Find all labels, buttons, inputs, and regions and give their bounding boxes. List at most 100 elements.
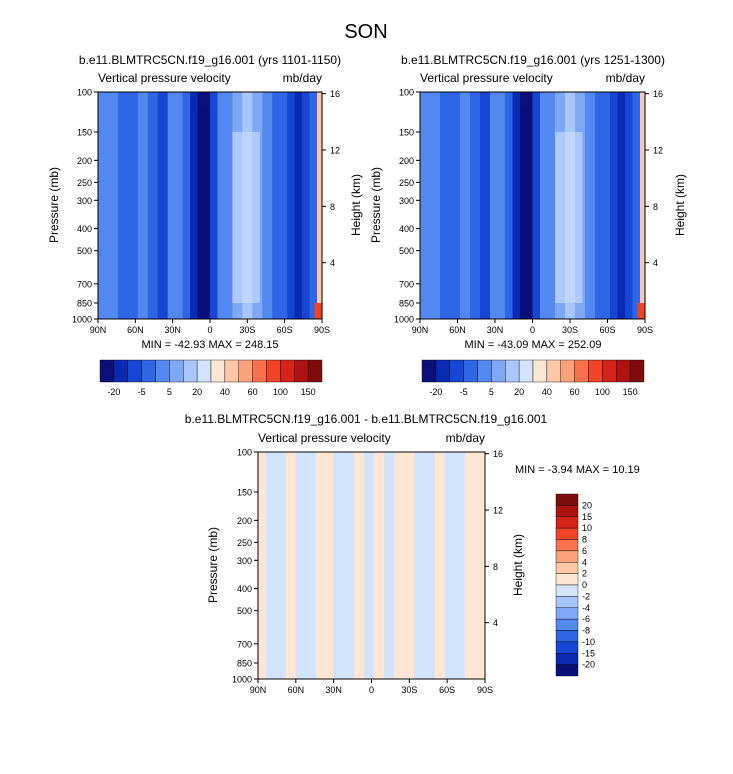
colorbar-swatch — [294, 359, 309, 383]
data-column — [265, 452, 277, 679]
y-tick-label: 300 — [237, 556, 252, 566]
x-tick-label: 90N — [412, 325, 429, 335]
data-column — [107, 92, 119, 319]
data-column — [210, 92, 219, 319]
y-tick-label: 250 — [237, 538, 252, 548]
colorbar-label: 10 — [582, 523, 592, 533]
data-column — [262, 92, 273, 319]
data-column — [323, 452, 335, 679]
colorbar-swatch — [555, 584, 579, 597]
data-column — [585, 92, 596, 319]
y-right-tick-label: 8 — [330, 202, 335, 212]
colorbar-swatch — [555, 641, 579, 654]
colorbar-swatch — [588, 359, 603, 383]
data-column — [157, 92, 169, 319]
y-tick-label: 150 — [399, 127, 414, 137]
colorbar-label: -20 — [107, 387, 120, 397]
y-tick-label: 700 — [77, 279, 92, 289]
x-tick-label: 90N — [250, 685, 267, 695]
colorbar-swatch — [629, 359, 645, 383]
y-tick-label: 100 — [77, 88, 92, 98]
colorbar-label: -6 — [582, 614, 590, 624]
data-column — [460, 92, 471, 319]
colorbar-swatch — [210, 359, 226, 383]
data-column — [394, 452, 405, 679]
colorbar-swatch — [546, 359, 561, 383]
x-tick-label: 90S — [314, 325, 330, 335]
colorbar-swatch — [449, 359, 464, 383]
polar-descent — [314, 302, 322, 319]
colorbar-swatch — [555, 505, 579, 517]
y-tick-label: 200 — [399, 156, 414, 166]
panel-title: b.e11.BLMTRC5CN.f19_g16.001 (yrs 1101-11… — [79, 53, 341, 67]
data-column — [190, 92, 199, 319]
colorbar-label: -8 — [582, 626, 590, 636]
colorbar: -20 -5 5 20 40 60 100 150 — [99, 359, 323, 397]
x-tick-label: 0 — [207, 325, 212, 335]
data-column — [167, 92, 176, 319]
colorbar-label: -20 — [429, 387, 442, 397]
data-column — [305, 452, 317, 679]
colorbar-swatch — [505, 359, 520, 383]
data-column — [279, 92, 288, 319]
colorbar-swatch — [113, 359, 128, 383]
data-column — [217, 92, 226, 319]
colorbar-label: -15 — [582, 648, 595, 658]
colorbar-label: 5 — [167, 387, 172, 397]
data-column — [420, 92, 431, 319]
colorbar-swatch — [491, 359, 506, 383]
y-tick-label: 300 — [77, 196, 92, 206]
data-column — [175, 92, 184, 319]
data-column — [440, 92, 451, 319]
y-tick-label: 500 — [77, 246, 92, 256]
y-tick-label: 400 — [237, 584, 252, 594]
panel-title: b.e11.BLMTRC5CN.f19_g16.001 - b.e11.BLMT… — [185, 412, 548, 426]
data-column — [343, 452, 355, 679]
x-tick-label: 30N — [325, 685, 342, 695]
colorbar-swatch — [266, 359, 281, 383]
colorbar-label: 100 — [273, 387, 288, 397]
season-title: SON — [344, 21, 387, 43]
x-tick-label: 30S — [239, 325, 255, 335]
panel-units-label: mb/day — [446, 431, 485, 445]
x-tick-label: 0 — [530, 325, 535, 335]
panel-difference: b.e11.BLMTRC5CN.f19_g16.001 - b.e11.BLMT… — [185, 412, 640, 695]
data-column — [632, 92, 641, 319]
data-column — [532, 92, 541, 319]
data-column — [640, 92, 646, 319]
y-right-tick-label: 16 — [653, 89, 663, 99]
colorbar-label: 60 — [248, 387, 258, 397]
data-column — [464, 452, 476, 679]
data-column — [309, 92, 318, 319]
y-tick-label: 300 — [399, 196, 414, 206]
data-column — [294, 92, 303, 319]
colorbar-label: -4 — [582, 603, 590, 613]
colorbar-swatch — [555, 550, 579, 563]
data-column — [414, 452, 426, 679]
colorbar-swatch — [435, 359, 450, 383]
data-column — [316, 452, 325, 679]
panel-1251-1300: b.e11.BLMTRC5CN.f19_g16.001 (yrs 1251-13… — [369, 53, 687, 397]
x-tick-label: 60N — [127, 325, 144, 335]
colorbar-swatch — [555, 607, 579, 620]
data-column — [450, 92, 461, 319]
itcz-core — [520, 109, 533, 319]
x-tick-label: 90N — [90, 325, 107, 335]
colorbar-swatch — [280, 359, 295, 383]
data-column — [454, 452, 466, 679]
y-right-tick-label: 12 — [493, 505, 503, 515]
y-tick-label: 250 — [399, 178, 414, 188]
y-tick-label: 500 — [399, 246, 414, 256]
data-column — [470, 92, 481, 319]
data-column — [275, 452, 287, 679]
colorbar-label: 40 — [542, 387, 552, 397]
y-right-axis-label: Height (km) — [349, 174, 363, 236]
y-right-tick-label: 16 — [330, 89, 340, 99]
data-column — [540, 92, 549, 319]
colorbar-swatch — [252, 359, 267, 383]
data-column — [272, 92, 281, 319]
y-tick-label: 850 — [237, 658, 252, 668]
panel-variable-label: Vertical pressure velocity — [98, 71, 231, 85]
